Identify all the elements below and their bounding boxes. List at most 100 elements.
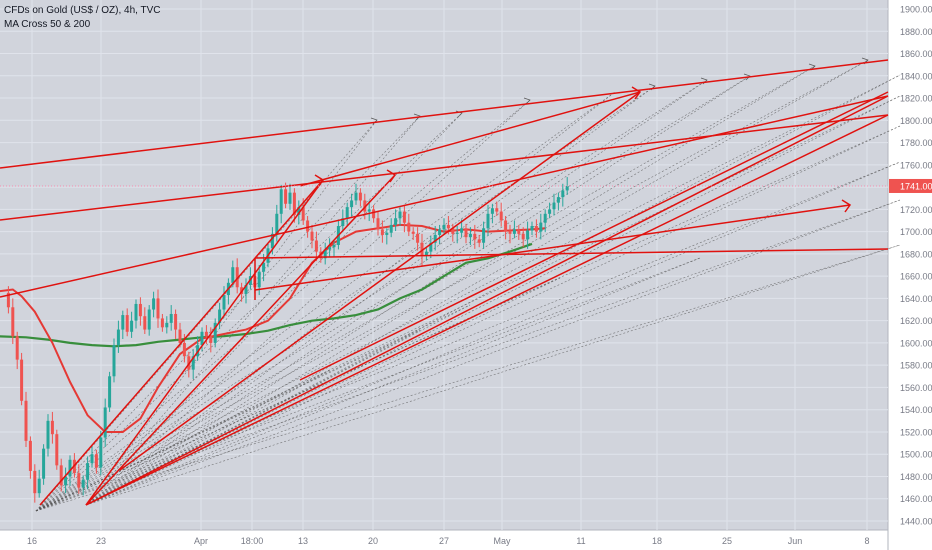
time-tick-label: 8 — [864, 536, 869, 546]
drawing-arrow-head — [631, 86, 642, 100]
candle-body — [138, 303, 142, 317]
fan-line — [35, 244, 901, 512]
price-tick-label: 1500.00 — [900, 450, 932, 460]
candle-body — [143, 316, 147, 330]
candle-body — [376, 218, 380, 230]
candle-body — [125, 315, 129, 332]
candle-body — [534, 226, 538, 232]
candle-body — [257, 271, 261, 288]
candle-body — [301, 207, 305, 221]
symbol-title[interactable]: CFDs on Gold (US$ / OZ), 4h, TVC — [4, 5, 161, 16]
fan-arrow-head — [523, 97, 531, 105]
time-tick-label: 11 — [576, 536, 585, 546]
candle-body — [394, 218, 398, 225]
price-tick-label: 1520.00 — [900, 427, 932, 437]
candle-body — [174, 313, 178, 330]
candle-body — [20, 359, 24, 401]
fan-line — [85, 244, 901, 506]
candle-body — [446, 224, 450, 229]
candle-body — [11, 307, 15, 337]
candle-body — [244, 285, 248, 294]
candle-body — [284, 189, 288, 204]
candle-body — [275, 213, 279, 234]
channel-lower-line — [0, 95, 889, 298]
candle-body — [222, 295, 226, 310]
indicator-title[interactable]: MA Cross 50 & 200 — [4, 19, 91, 30]
candle-body — [363, 200, 367, 212]
fan-line — [85, 79, 708, 506]
candle-body — [561, 190, 565, 198]
candle-body — [116, 329, 120, 346]
support-trend-line — [299, 91, 889, 381]
candle-body — [200, 331, 204, 346]
candle-body — [552, 202, 556, 210]
candle-body — [134, 303, 138, 321]
candle-body — [433, 234, 437, 243]
trend-drawings — [0, 59, 889, 506]
candle-body — [398, 211, 402, 219]
time-axis[interactable] — [0, 530, 888, 550]
support-fan-line-2 — [85, 114, 889, 506]
fan-line — [35, 75, 751, 512]
candle-body — [429, 242, 433, 252]
price-tick-label: 1880.00 — [900, 27, 932, 37]
candle-body — [213, 322, 217, 343]
projection-arrow-line — [254, 204, 851, 291]
candle-body — [341, 218, 345, 227]
candle-body — [279, 189, 283, 214]
price-tick-label: 1860.00 — [900, 49, 932, 59]
last-price-label: 1741.00 — [900, 181, 932, 191]
fan-line — [85, 85, 656, 506]
candle-body — [94, 454, 98, 468]
time-tick-label: 27 — [439, 536, 449, 546]
candle-body — [147, 309, 151, 330]
candle-body — [407, 222, 411, 232]
candle-body — [380, 229, 384, 235]
fan-line — [85, 115, 421, 506]
candle-body — [354, 192, 358, 201]
price-tick-label: 1640.00 — [900, 294, 932, 304]
candle-body — [372, 209, 376, 219]
fan-line — [85, 119, 378, 506]
candle-body — [160, 318, 164, 328]
impulse-line-3 — [119, 91, 641, 471]
candle-body — [99, 437, 103, 468]
candle-body — [103, 407, 107, 438]
candle-body — [495, 208, 499, 212]
time-tick-label: 25 — [722, 536, 732, 546]
price-tick-label: 1480.00 — [900, 472, 932, 482]
price-tick-label: 1680.00 — [900, 249, 932, 259]
impulse-line-2 — [85, 174, 396, 506]
fan-line — [35, 257, 701, 512]
candle-body — [350, 200, 354, 208]
candle-body — [50, 420, 54, 435]
fan-line — [85, 369, 331, 506]
time-tick-label: 16 — [27, 536, 37, 546]
channel-middle-line — [0, 114, 889, 221]
candle-body — [235, 267, 239, 288]
channel-upper-line — [0, 59, 889, 169]
candle-body — [508, 231, 512, 234]
candle-body — [288, 192, 292, 204]
fan-line — [35, 91, 616, 512]
time-tick-label: 18 — [652, 536, 662, 546]
fan-line — [85, 125, 901, 506]
candle-body — [517, 229, 521, 234]
fan-line — [35, 329, 421, 512]
fan-line — [85, 329, 421, 506]
grid-lines — [0, 0, 888, 530]
price-tick-label: 1580.00 — [900, 361, 932, 371]
fan-arrow-head — [743, 73, 751, 81]
candle-body — [499, 211, 503, 221]
candle-body — [358, 192, 362, 201]
candle-body — [332, 244, 336, 248]
price-axis[interactable] — [888, 0, 932, 550]
candle-body — [504, 220, 508, 232]
fan-line — [85, 112, 463, 506]
price-tick-label: 1840.00 — [900, 71, 932, 81]
candle-body — [15, 336, 19, 360]
candle-body — [81, 479, 85, 488]
horizontal-support-line — [254, 248, 889, 259]
